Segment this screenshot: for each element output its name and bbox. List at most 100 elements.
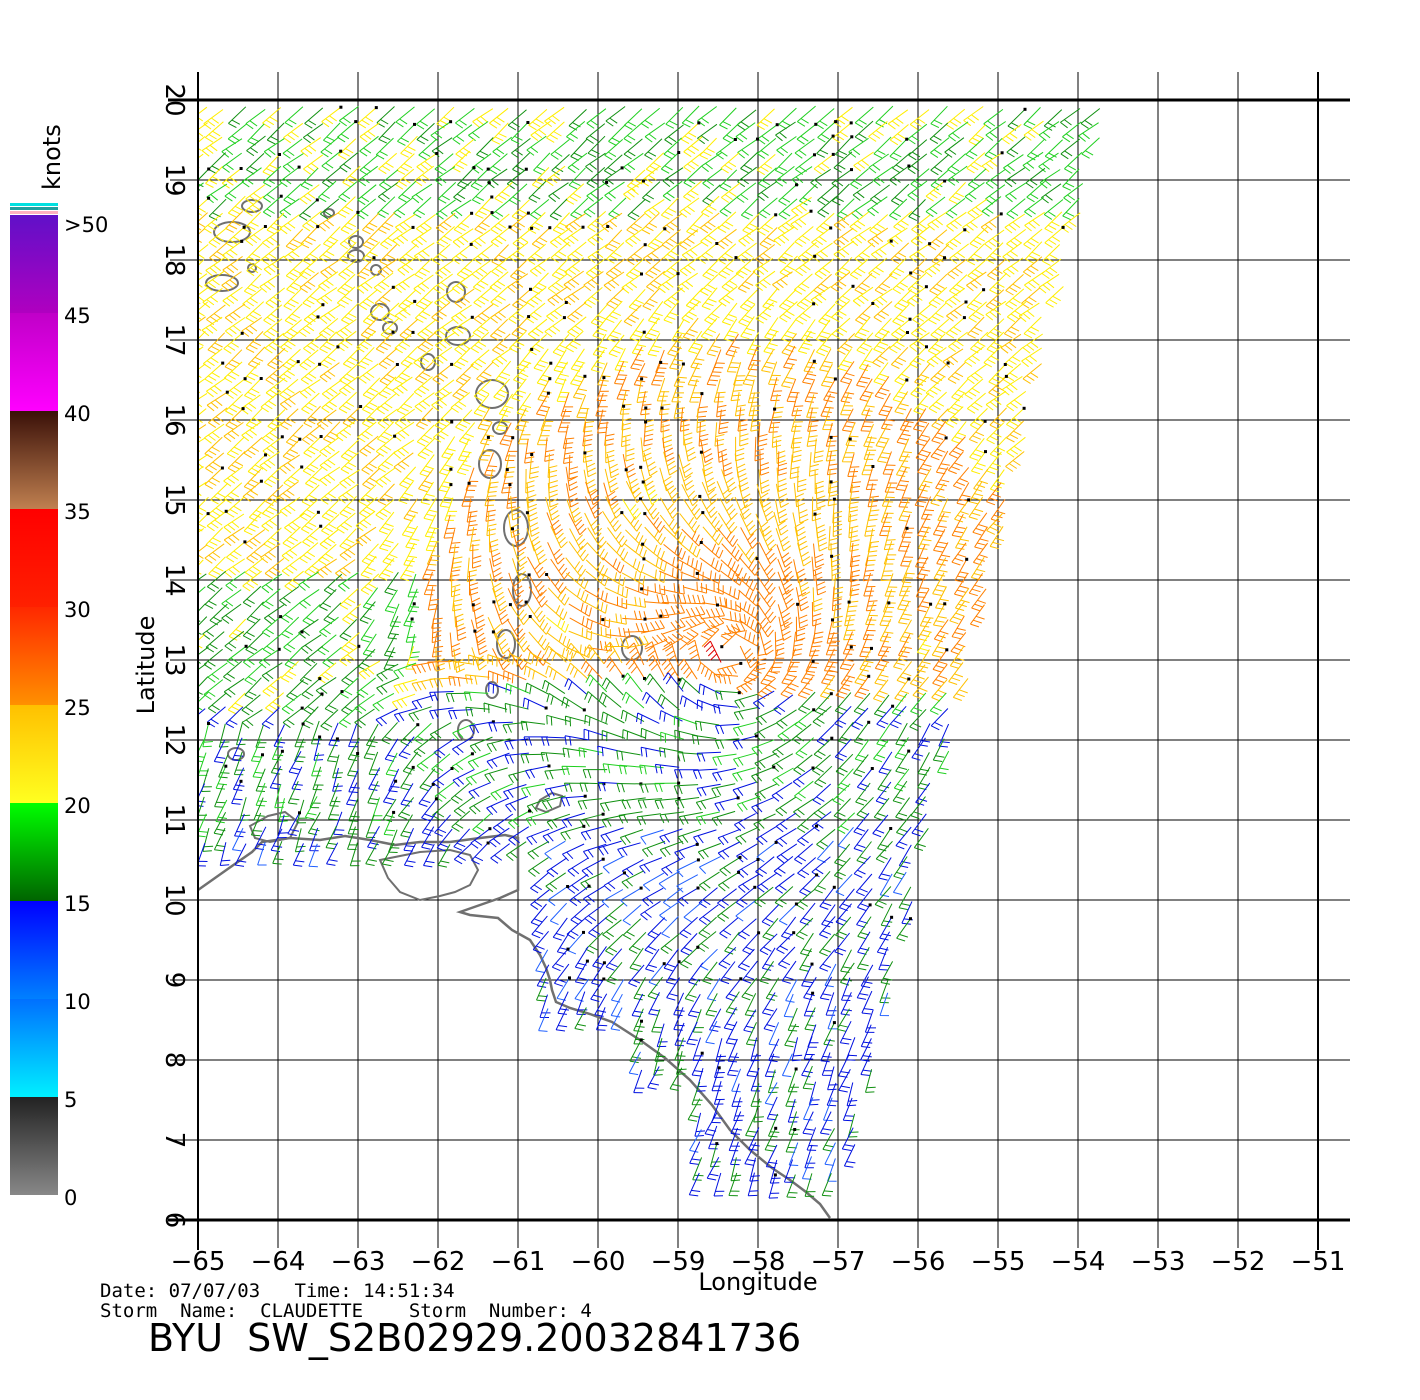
wind-barb [868,153,889,174]
rain-flag [678,678,682,682]
wind-barb [855,782,871,806]
wind-barb [598,840,622,856]
wind-barb [490,213,510,235]
wind-barb [917,513,931,538]
wind-barb [966,392,986,414]
wind-barb [1005,274,1024,296]
rain-flag [659,360,663,364]
wind-barb [891,318,911,340]
wind-barb [775,796,797,817]
wind-barb [392,376,413,397]
wind-barb [894,363,912,386]
wind-barb [775,483,789,508]
wind-barb [303,693,323,715]
wind-barb [624,622,650,633]
rain-flag [907,677,911,681]
wind-barb [431,301,451,323]
wind-barb [397,255,418,276]
wind-barb [375,137,394,160]
wind-barb [983,345,1002,368]
wind-barb [545,165,566,187]
wind-barb [861,451,875,476]
wind-barb [507,652,532,667]
rain-flag [339,105,343,109]
wind-barb [431,243,451,266]
wind-barb [358,165,378,187]
wind-barb [299,542,319,564]
wind-barb [933,619,949,643]
wind-barb [1006,420,1024,443]
wind-barb [606,453,620,479]
wind-barb [932,663,948,687]
wind-barb [853,722,870,745]
wind-barb [985,121,1006,141]
wind-barb [841,977,853,1001]
wind-barb [973,468,989,492]
wind-barb [898,634,912,658]
wind-barb [732,721,757,737]
wind-barb [832,122,852,144]
wind-barb [363,736,376,760]
wind-barb [527,840,550,860]
rain-flag [411,225,415,229]
wind-barb [700,607,725,620]
wind-barb [418,138,437,161]
wind-barb [857,931,871,955]
wind-barb [755,707,778,726]
wind-barb [947,258,967,280]
wind-barb [695,720,720,731]
wind-barb [583,271,604,291]
wind-barb [718,871,739,892]
wind-barb [688,962,704,986]
wind-barb [642,481,660,505]
wind-barb [641,887,664,907]
wind-barb [467,752,491,770]
wind-barb [621,558,645,574]
wind-barb [338,391,357,414]
wind-barb [815,319,831,343]
wind-barb [585,570,609,587]
rain-flag [583,794,587,798]
rain-flag [431,782,435,786]
wind-barb [622,610,647,621]
wind-barb [336,330,357,352]
wind-barb [625,258,645,280]
wind-barb [395,106,415,128]
wind-barb [660,152,680,174]
wind-barb [654,798,679,810]
wind-barb [491,199,511,220]
wind-barb [402,751,419,775]
wind-barb [696,783,721,797]
rain-flag [450,767,454,770]
wind-barb [504,437,518,461]
wind-barb [854,676,870,699]
rain-flag [621,674,625,678]
wind-barb [791,196,812,217]
wind-barb [824,1142,836,1166]
wind-barb [201,136,223,157]
legend-band [10,705,58,803]
rain-flag [775,123,779,127]
wind-barb [716,392,727,418]
wind-barb [527,556,546,579]
wind-barb [832,512,843,537]
rain-flag [774,213,778,217]
wind-barb [495,407,510,432]
wind-barb [654,782,679,793]
wind-barb [678,811,703,825]
rain-flag [526,211,530,215]
wind-barb [452,124,473,145]
wind-barb [552,212,570,235]
wind-barb [360,573,380,595]
wind-barb [495,360,512,384]
rain-flag [261,753,264,757]
wind-barb [662,887,683,908]
wind-barb [285,228,304,251]
wind-barb [964,378,984,400]
wind-barb [736,796,761,812]
wind-barb [839,646,854,671]
wind-barb [355,510,376,532]
rain-flag [928,242,932,246]
rain-flag [412,602,416,606]
wind-barb [583,469,597,494]
